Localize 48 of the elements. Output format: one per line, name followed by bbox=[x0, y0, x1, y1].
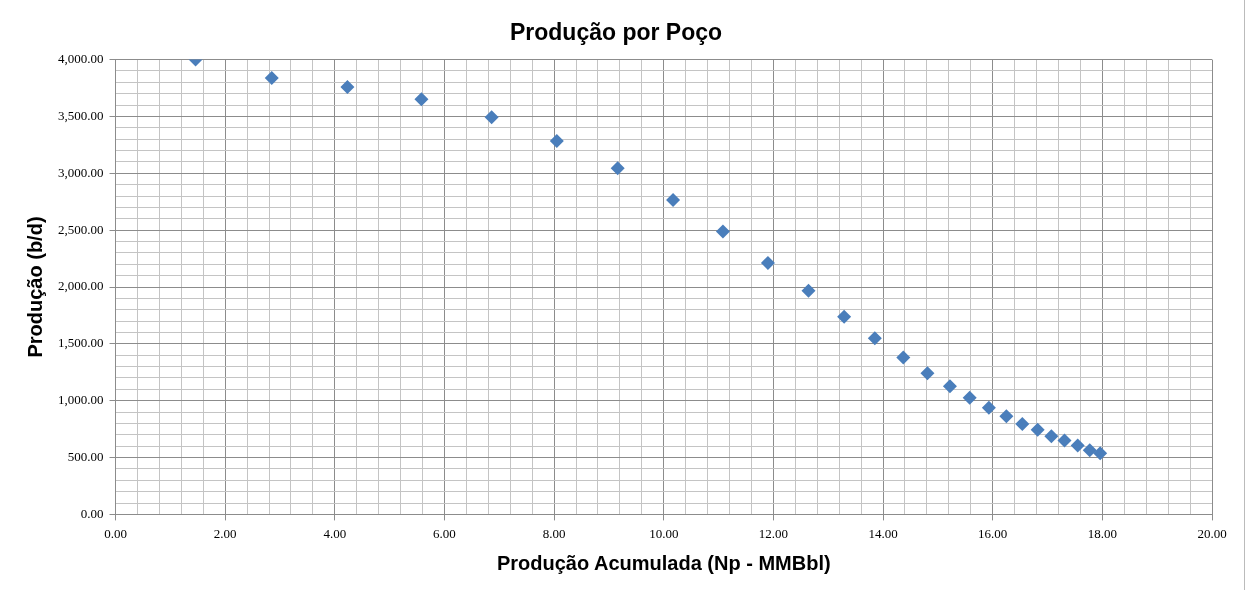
point bbox=[715, 224, 730, 239]
point bbox=[610, 161, 625, 176]
point bbox=[920, 366, 935, 381]
point bbox=[981, 400, 996, 415]
point bbox=[1082, 443, 1097, 458]
y-tick-label: 3,500.00 bbox=[58, 107, 104, 123]
point bbox=[414, 92, 429, 107]
x-tick-label: 18.00 bbox=[1087, 525, 1117, 541]
point bbox=[837, 309, 852, 324]
point bbox=[1093, 446, 1108, 461]
x-tick-label: 10.00 bbox=[649, 525, 679, 541]
point bbox=[999, 409, 1014, 424]
point bbox=[1070, 438, 1085, 453]
x-tick-label: 8.00 bbox=[542, 525, 566, 541]
x-tick-label: 0.00 bbox=[104, 525, 127, 541]
y-axis-title: Produção (b/d) bbox=[23, 216, 46, 358]
point bbox=[1057, 433, 1072, 448]
y-tick-label: 3,000.00 bbox=[58, 164, 104, 180]
point bbox=[896, 350, 911, 365]
point bbox=[484, 110, 499, 125]
y-tick-label: 2,500.00 bbox=[58, 221, 104, 237]
x-tick-label: 4.00 bbox=[323, 525, 347, 541]
point bbox=[962, 390, 977, 405]
y-tick-label: 0.00 bbox=[80, 505, 104, 521]
x-tick-label: 6.00 bbox=[433, 525, 456, 541]
point bbox=[801, 283, 816, 298]
point bbox=[760, 255, 775, 270]
x-tick-label: 20.00 bbox=[1197, 525, 1227, 541]
x-tick-label: 14.00 bbox=[868, 525, 898, 541]
point bbox=[867, 331, 882, 346]
point bbox=[942, 379, 957, 394]
y-tick-label: 500.00 bbox=[67, 448, 104, 464]
x-tick-label: 2.00 bbox=[213, 525, 237, 541]
x-tick-label: 16.00 bbox=[978, 525, 1008, 541]
point bbox=[340, 79, 355, 94]
x-tick-label: 12.00 bbox=[758, 525, 789, 541]
point bbox=[549, 134, 564, 149]
y-tick-label: 2,000.00 bbox=[58, 278, 104, 294]
chart-title: Produção por Poço bbox=[509, 19, 723, 46]
x-axis-title: Produção Acumulada (Np - MMBbl) bbox=[496, 551, 831, 574]
point bbox=[666, 192, 681, 207]
y-tick-label: 1,000.00 bbox=[58, 392, 104, 408]
point bbox=[1015, 417, 1030, 432]
y-tick-label: 4,000.00 bbox=[58, 51, 104, 67]
point bbox=[1030, 422, 1045, 437]
y-tick-label: 1,500.00 bbox=[58, 335, 104, 351]
point bbox=[264, 71, 279, 86]
point bbox=[1044, 429, 1059, 444]
